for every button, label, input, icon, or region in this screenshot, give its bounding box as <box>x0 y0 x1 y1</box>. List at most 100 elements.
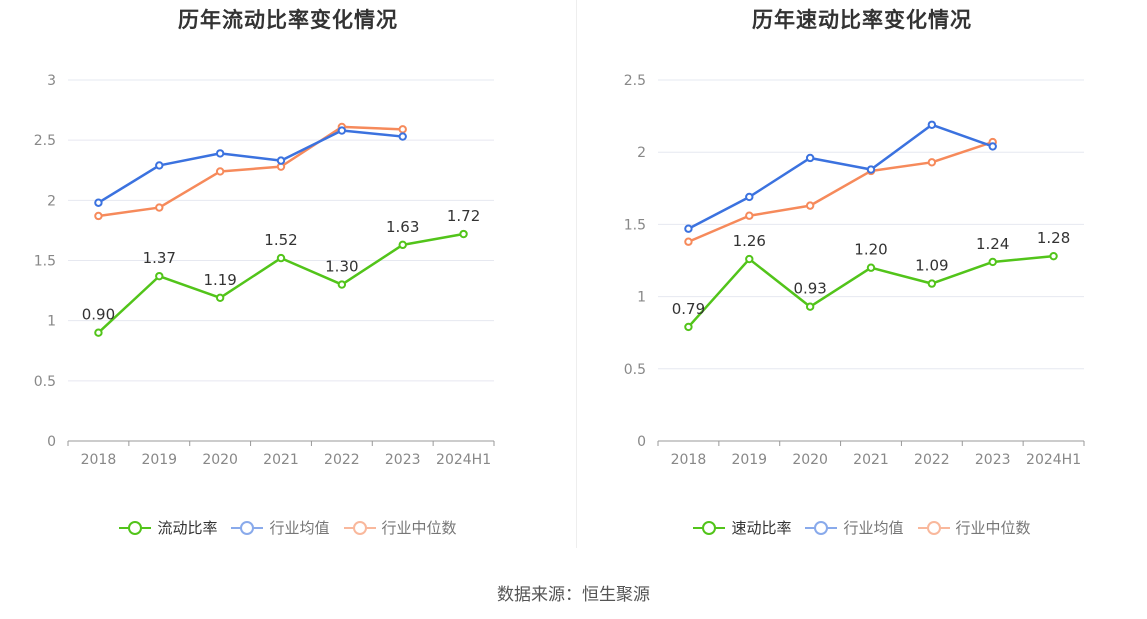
y-tick-label: 1.5 <box>624 217 646 233</box>
chart-title: 历年速动比率变化情况 <box>752 8 972 32</box>
y-tick-label: 2 <box>47 193 56 209</box>
x-tick-label: 2020 <box>792 452 828 468</box>
data-point <box>684 224 693 233</box>
legend-item-industry-average[interactable]: 行业均值 <box>231 517 330 538</box>
y-tick-label: 1.5 <box>34 254 56 270</box>
legend-label: 行业均值 <box>269 519 330 537</box>
data-point <box>215 149 225 158</box>
data-point <box>459 229 468 239</box>
data-point <box>1049 251 1058 261</box>
data-label: 1.28 <box>1037 229 1070 247</box>
data-point <box>155 161 164 170</box>
legend-item-industry-median[interactable]: 行业中位数 <box>343 517 457 538</box>
data-label: 1.72 <box>447 207 480 225</box>
data-label: 0.90 <box>82 306 115 324</box>
y-tick-label: 2 <box>637 145 646 161</box>
data-point <box>94 211 103 221</box>
data-label: 1.52 <box>264 231 297 249</box>
data-point <box>155 271 164 281</box>
legend-marker-icon <box>343 520 376 536</box>
legend-label: 行业中位数 <box>955 519 1031 537</box>
legend-marker-icon <box>119 520 152 536</box>
series-line <box>687 123 994 230</box>
legend-marker-icon <box>917 520 950 536</box>
data-point <box>155 203 164 212</box>
data-point <box>927 158 937 167</box>
legend: 速动比率 行业均值 行业中位数 <box>577 517 1147 538</box>
data-point <box>94 198 103 207</box>
legend-marker-icon <box>231 520 264 536</box>
data-label: 1.37 <box>143 249 176 267</box>
x-tick-label: 2023 <box>975 452 1011 468</box>
data-point <box>745 254 754 264</box>
data-point <box>398 125 407 134</box>
data-point <box>215 167 225 176</box>
data-point <box>276 253 286 263</box>
data-point <box>866 165 876 174</box>
series-line <box>687 140 994 243</box>
legend-label: 行业中位数 <box>381 519 457 537</box>
y-tick-label: 2.5 <box>624 73 646 89</box>
y-tick-label: 0 <box>637 434 646 450</box>
legend-item-industry-average[interactable]: 行业均值 <box>805 517 904 538</box>
legend-label: 行业均值 <box>843 519 904 537</box>
data-point <box>684 237 693 246</box>
series-line <box>97 129 403 204</box>
x-tick-label: 2018 <box>81 452 117 468</box>
current-ratio-chart-panel: 历年流动比率变化情况 0 0.5 1 1.5 2 2.5 3 2018 2019 2020 2021… <box>0 0 576 560</box>
legend-marker-icon <box>805 520 838 536</box>
data-point <box>215 293 225 303</box>
y-tick-label: 1 <box>637 290 646 306</box>
legend: 流动比率 行业均值 行业中位数 <box>0 517 576 538</box>
data-label: 1.63 <box>386 218 419 236</box>
legend-item-current-ratio[interactable]: 流动比率 <box>119 517 217 538</box>
data-point <box>805 153 815 163</box>
data-label: 1.24 <box>976 235 1009 253</box>
legend-marker-icon <box>693 520 726 536</box>
x-tick-label: 2021 <box>263 452 299 468</box>
y-tick-label: 3 <box>47 73 56 89</box>
data-point <box>684 322 693 332</box>
series-line <box>98 125 403 218</box>
data-label: 1.26 <box>733 232 766 250</box>
y-tick-label: 0 <box>47 434 56 450</box>
legend-item-quick-ratio[interactable]: 速动比率 <box>693 517 791 538</box>
chart-title: 历年流动比率变化情况 <box>178 8 398 32</box>
legend-item-industry-median[interactable]: 行业中位数 <box>917 517 1031 538</box>
x-tick-label: 2019 <box>731 452 767 468</box>
data-point <box>745 211 754 220</box>
data-point <box>927 279 937 288</box>
data-point <box>805 201 815 210</box>
data-point <box>988 142 997 151</box>
legend-label: 流动比率 <box>157 519 218 537</box>
x-tick-label: 2022 <box>914 452 950 468</box>
y-tick-label: 1 <box>47 314 56 330</box>
x-tick-label: 2020 <box>202 452 238 468</box>
y-tick-label: 2.5 <box>34 133 56 149</box>
data-label: 1.30 <box>325 258 358 276</box>
data-point <box>988 257 997 267</box>
y-tick-label: 0.5 <box>34 374 56 390</box>
x-tick-label: 2024H1 <box>1026 452 1081 468</box>
data-label: 1.19 <box>203 271 236 289</box>
legend-label: 速动比率 <box>731 519 792 537</box>
x-tick-label: 2019 <box>141 452 177 468</box>
data-point <box>745 192 754 202</box>
data-point <box>94 328 103 337</box>
x-tick-label: 2024H1 <box>436 452 491 468</box>
data-point <box>398 132 407 141</box>
quick-ratio-chart: 0 0.5 1 1.5 2 2.5 2018 2019 2020 2021 2022 2023 2024… <box>624 73 1085 468</box>
data-point <box>337 280 347 289</box>
data-point <box>398 240 407 250</box>
x-tick-label: 2023 <box>385 452 421 468</box>
x-tick-label: 2022 <box>324 452 360 468</box>
data-point <box>805 302 815 311</box>
data-label: 0.79 <box>672 300 705 318</box>
x-tick-label: 2021 <box>853 452 889 468</box>
data-label: 0.93 <box>793 280 826 298</box>
data-label: 1.20 <box>854 241 887 259</box>
data-point <box>276 156 286 165</box>
data-point <box>927 120 937 129</box>
y-tick-label: 0.5 <box>624 362 646 378</box>
